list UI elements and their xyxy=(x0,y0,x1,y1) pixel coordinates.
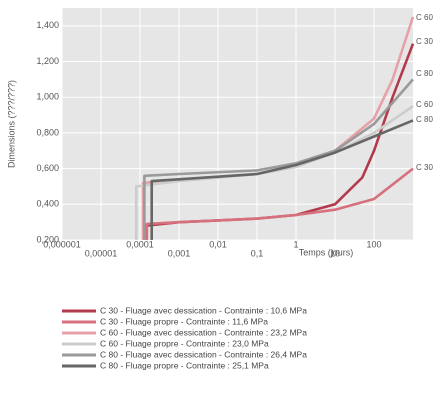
legend-label: C 30 - Fluage propre - Contrainte : 11,6… xyxy=(100,316,268,326)
legend-label: C 30 - Fluage avec dessication - Contrai… xyxy=(100,305,307,315)
x-tick-label: 0,001 xyxy=(168,248,191,258)
x-tick-label: 100 xyxy=(366,239,381,249)
y-tick-label: 1,200 xyxy=(36,56,59,66)
series-end-label: C 60 xyxy=(416,100,433,109)
y-axis-label: Dimensions (???/???) xyxy=(6,80,16,168)
x-tick-label: 1 xyxy=(293,239,298,249)
series-end-label: C 60 xyxy=(416,13,433,22)
series-end-label: C 80 xyxy=(416,115,433,124)
y-tick-label: 0,600 xyxy=(36,163,59,173)
x-tick-label: 0,00001 xyxy=(85,248,118,258)
legend-label: C 80 - Fluage propre - Contrainte : 25,1… xyxy=(100,360,269,370)
series-end-label: C 80 xyxy=(416,69,433,78)
line-series xyxy=(150,119,414,240)
y-tick-label: 0,800 xyxy=(36,127,59,137)
legend-label: C 60 - Fluage propre - Contrainte : 23,0… xyxy=(100,338,269,348)
x-tick-label: 0,0001 xyxy=(126,239,154,249)
x-tick-label: 10 xyxy=(330,248,340,258)
plot-area xyxy=(62,8,413,240)
series-end-label: C 30 xyxy=(416,37,433,46)
line-series xyxy=(143,78,414,240)
series-end-label: C 30 xyxy=(416,163,433,172)
line-series xyxy=(145,167,414,240)
x-axis-label: Temps (jours) xyxy=(299,247,354,257)
x-tick-label: 0,1 xyxy=(251,248,264,258)
legend-label: C 80 - Fluage avec dessication - Contrai… xyxy=(100,349,307,359)
y-tick-label: 1,000 xyxy=(36,92,59,102)
legend-label: C 60 - Fluage avec dessication - Contrai… xyxy=(100,327,307,337)
x-tick-label: 0,000001 xyxy=(43,239,81,249)
y-tick-label: 0,200 xyxy=(36,234,59,244)
x-tick-label: 0,01 xyxy=(209,239,227,249)
y-tick-label: 1,400 xyxy=(36,20,59,30)
y-tick-label: 0,400 xyxy=(36,199,59,209)
